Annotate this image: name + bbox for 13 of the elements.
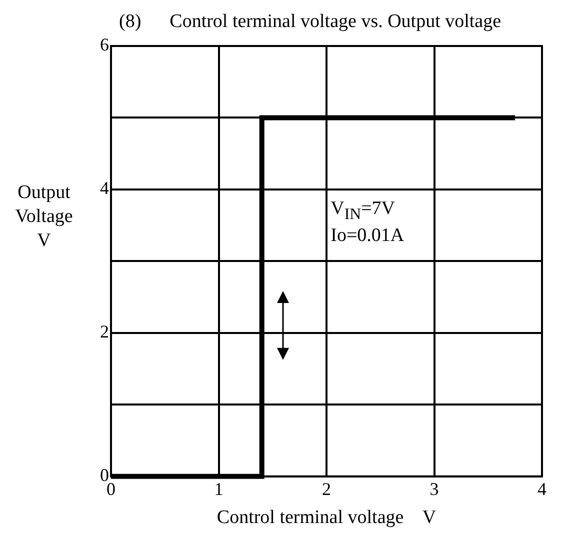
x-tick-label: 4 (538, 478, 546, 499)
y-axis-title: Output Voltage V (14, 181, 74, 252)
x-tick-label: 2 (322, 478, 331, 499)
y-tick-label: 4 (100, 178, 109, 198)
x-axis-title: Control terminal voltage V (216, 506, 438, 530)
chart-title: (8) Control terminal voltage vs. Output voltage (119, 10, 502, 34)
x-tick-label: 3 (430, 478, 439, 499)
annotation: V$_{IN}$=7V (330, 196, 396, 224)
y-tick-label: 2 (100, 322, 109, 342)
x-tick-label: 1 (214, 478, 224, 499)
y-tick-label: 0 (100, 465, 109, 486)
y-tick-label: 6 (100, 34, 109, 55)
annotation: Io=0.01A (330, 224, 404, 248)
